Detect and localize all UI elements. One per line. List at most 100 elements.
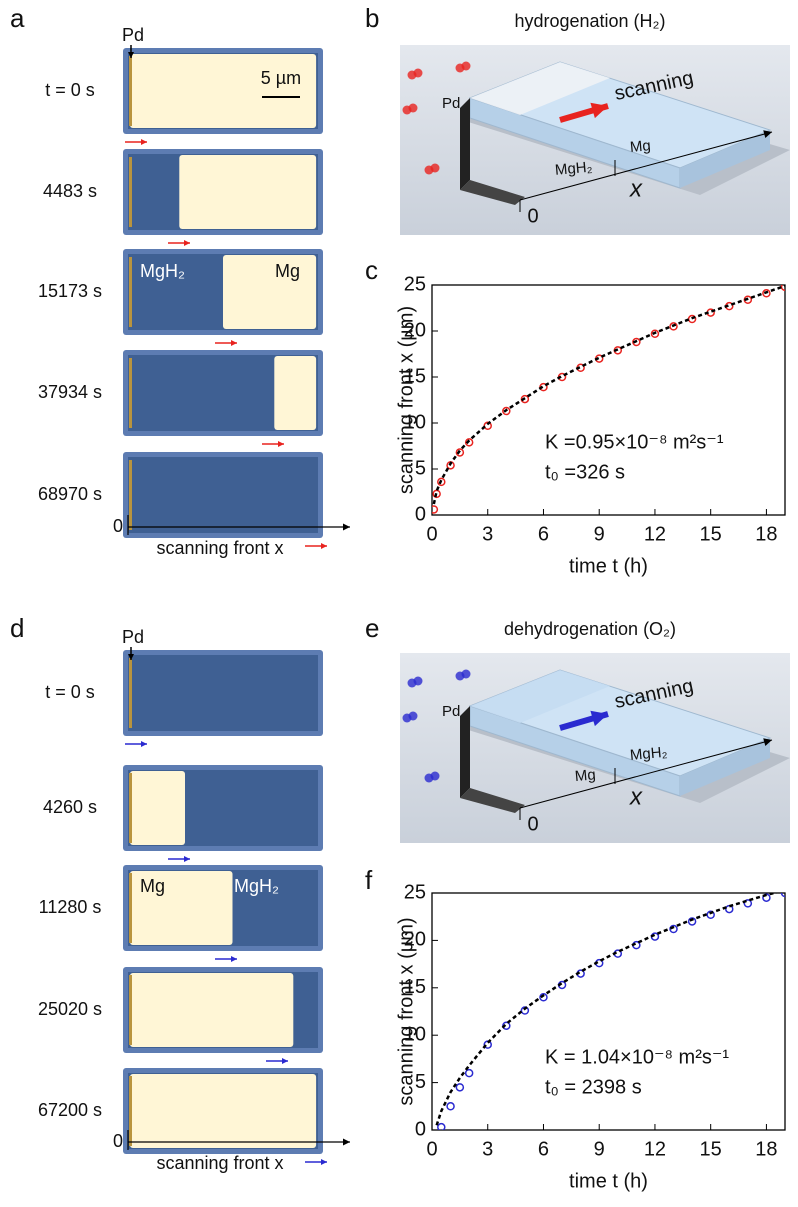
data-point <box>464 1068 474 1078</box>
y-tick-label: 10 <box>404 411 426 433</box>
illustration-title: hydrogenation (H₂) <box>514 11 665 31</box>
slab-end <box>680 738 770 796</box>
bright-region <box>129 1074 317 1148</box>
data-point <box>455 448 465 457</box>
arrow-head <box>141 741 147 747</box>
data-point <box>687 917 697 926</box>
data-point <box>669 924 678 934</box>
arrow-head <box>231 956 237 962</box>
pd-strip <box>460 98 470 190</box>
arrow-head <box>184 240 190 246</box>
x-tick-label: 18 <box>755 1138 777 1160</box>
axis-label: scanning front x <box>156 1153 283 1173</box>
fit-line <box>435 893 779 1126</box>
plot-frame <box>431 284 786 516</box>
data-point <box>432 505 439 514</box>
phase-label: Mg <box>629 137 651 156</box>
data-point <box>464 438 474 447</box>
pd-label: Pd <box>122 627 144 647</box>
frame <box>128 655 318 731</box>
y-axis-label: scanning front x (µm) <box>395 917 417 1105</box>
data-point <box>432 489 441 499</box>
y-tick-label: 20 <box>404 319 426 341</box>
arrow-head <box>282 1058 288 1064</box>
data-point <box>632 337 641 347</box>
x-tick-label: 12 <box>644 523 666 545</box>
axis-x: x <box>629 175 643 202</box>
data-point <box>437 477 446 487</box>
pd-strip <box>460 788 525 813</box>
x-tick-label: 0 <box>426 523 437 545</box>
x-tick-label: 9 <box>594 523 605 545</box>
phase-label: MgH₂ <box>234 876 279 896</box>
data-point <box>743 295 753 304</box>
transparent-region <box>470 62 610 115</box>
pd-label: Pd <box>442 95 460 112</box>
arrow-head <box>184 856 190 862</box>
phase-label: MgH₂ <box>554 159 593 179</box>
y-axis-label: scanning front x (µm) <box>395 306 417 494</box>
time-label: t = 0 s <box>45 80 95 100</box>
bright-region <box>129 973 294 1047</box>
arrow-shaft <box>519 131 773 201</box>
y-tick-label: 25 <box>404 273 426 295</box>
y-tick-label: 10 <box>404 1023 426 1045</box>
bright-region <box>274 356 317 430</box>
molecule <box>461 61 471 71</box>
phase-label: Mg <box>275 261 300 281</box>
pd-strip <box>460 706 470 798</box>
pd-strip <box>129 873 132 943</box>
data-point <box>437 1122 446 1130</box>
data-point <box>743 899 753 908</box>
time-label: 25020 s <box>38 999 102 1019</box>
x-axis-label: time t (h) <box>569 1170 648 1192</box>
pd-strip <box>129 975 132 1045</box>
data-point <box>520 1006 530 1015</box>
time-label: 4260 s <box>43 797 97 817</box>
plot-area <box>432 285 785 514</box>
molecule <box>408 103 418 113</box>
arrow-head <box>321 543 327 549</box>
annotation: t₀ =326 s <box>545 461 625 483</box>
arrow-head <box>590 710 608 727</box>
data-point <box>446 1102 455 1111</box>
phase-label: Mg <box>140 876 165 896</box>
x-axis-label: time t (h) <box>569 555 648 577</box>
axis-label: scanning front x <box>156 538 283 558</box>
pd-strip <box>129 157 132 227</box>
data-point <box>650 329 660 339</box>
arrow-head <box>343 1138 350 1146</box>
panel-label: e <box>365 613 379 643</box>
molecule <box>461 669 471 679</box>
axis-origin: 0 <box>113 1131 123 1151</box>
data-point <box>669 322 678 331</box>
data-point <box>539 993 548 1002</box>
plot-frame <box>431 892 786 1131</box>
data-point <box>502 406 511 416</box>
time-label: 15173 s <box>38 281 102 301</box>
y-tick-label: 0 <box>415 503 426 525</box>
arrow-head <box>278 441 284 447</box>
bright-region <box>129 871 233 945</box>
pd-strip <box>129 257 132 327</box>
bright-region <box>179 155 317 229</box>
pd-strip <box>460 180 525 205</box>
annotation: t₀ = 2398 s <box>545 1076 642 1098</box>
x-tick-label: 3 <box>482 1138 493 1160</box>
arrow-head <box>343 523 350 531</box>
molecule <box>430 771 440 781</box>
x-tick-label: 18 <box>755 523 777 545</box>
annotation: K =0.95×10⁻⁸ m²s⁻¹ <box>545 431 724 453</box>
pd-strip <box>129 358 132 428</box>
arrow-head <box>128 52 134 58</box>
y-tick-label: 5 <box>415 457 426 479</box>
arrow-head <box>141 139 147 145</box>
illustration-title: dehydrogenation (O₂) <box>504 619 676 639</box>
bright-region <box>129 54 317 128</box>
panel-label: f <box>365 865 373 895</box>
y-tick-label: 25 <box>404 881 426 903</box>
pd-label: Pd <box>122 25 144 45</box>
phase-label: Mg <box>574 766 596 785</box>
